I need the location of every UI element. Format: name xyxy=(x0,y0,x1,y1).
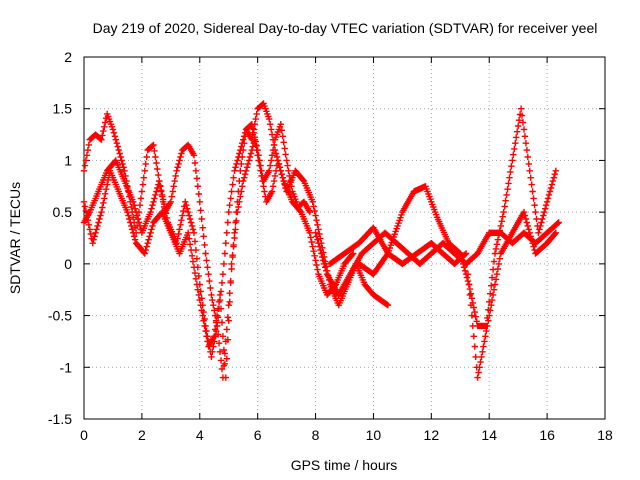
y-tick-label: -1 xyxy=(60,359,73,375)
x-tick-label: 0 xyxy=(80,427,88,443)
series-marks-trace-c xyxy=(80,136,357,381)
x-tick-label: 14 xyxy=(481,427,497,443)
x-tick-label: 10 xyxy=(366,427,382,443)
series-trace-c xyxy=(80,136,357,381)
y-tick-label: -0.5 xyxy=(48,308,72,324)
y-axis-label: SDTVAR / TECUs xyxy=(7,182,23,294)
series-marks-trace-f xyxy=(355,208,559,381)
x-tick-label: 18 xyxy=(597,427,613,443)
series-trace-b xyxy=(80,110,313,381)
y-tick-label: 1 xyxy=(64,152,72,168)
series-trace-f xyxy=(355,208,559,381)
x-tick-label: 16 xyxy=(539,427,555,443)
series-marks-trace-e xyxy=(326,105,559,330)
x-tick-label: 12 xyxy=(424,427,440,443)
x-axis-label: GPS time / hours xyxy=(291,457,398,473)
y-tick-label: 0.5 xyxy=(53,204,73,220)
tick-labels-layer: 0 2 4 6 8 10 12 14 16 18 -1.5 -1 -0.5 0 0.5 1 1.5 2 xyxy=(48,49,613,443)
y-tick-label: 2 xyxy=(64,49,72,65)
y-tick-label: 0 xyxy=(64,256,72,272)
plot-frame xyxy=(83,56,606,420)
chart-title: Day 219 of 2020, Sidereal Day-to-day VTE… xyxy=(93,20,598,36)
series-marks-trace-b xyxy=(80,110,313,381)
x-tick-label: 6 xyxy=(254,427,262,443)
y-tick-label: 1.5 xyxy=(53,101,73,117)
y-tick-label: -1.5 xyxy=(48,411,72,427)
x-tick-label: 8 xyxy=(312,427,320,443)
data-layer xyxy=(80,100,562,381)
x-tick-label: 2 xyxy=(138,427,146,443)
series-trace-e xyxy=(326,105,559,330)
x-tick-label: 4 xyxy=(196,427,204,443)
